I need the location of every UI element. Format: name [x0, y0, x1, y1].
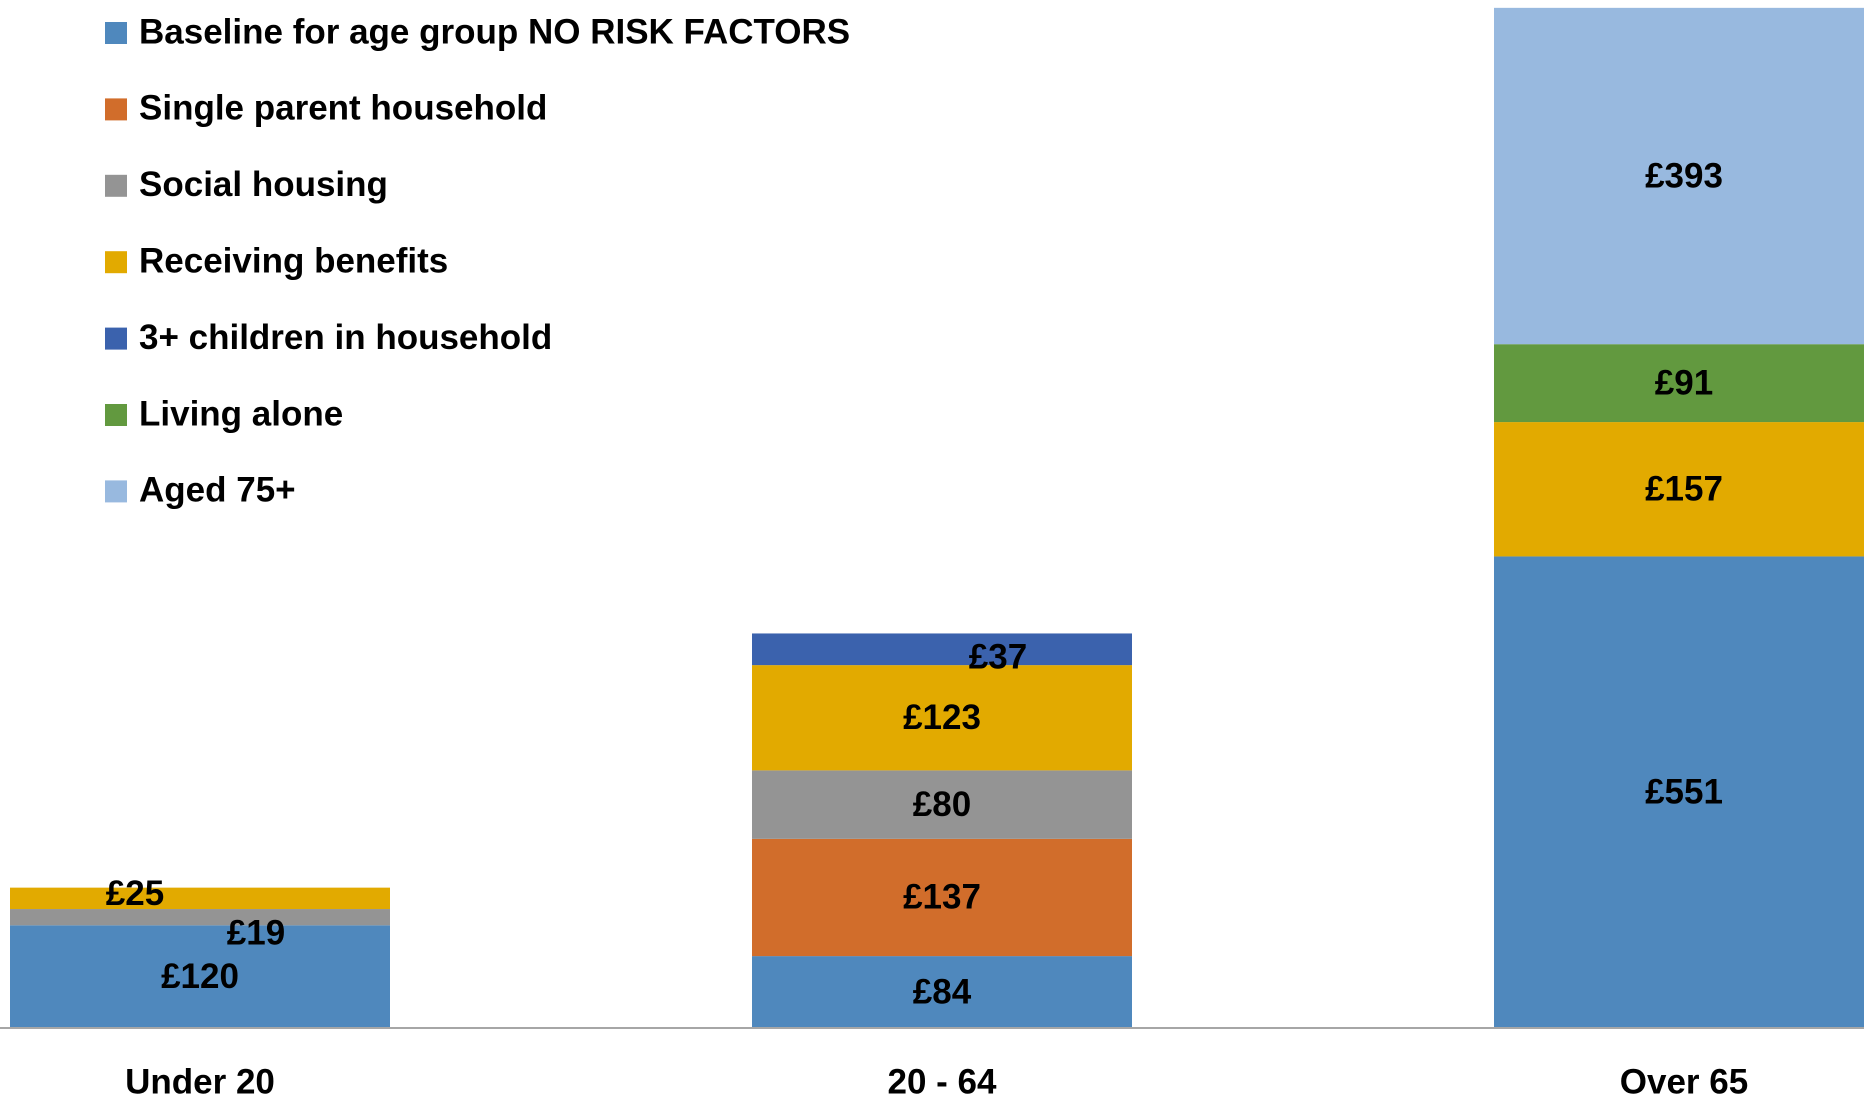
legend-label: Receiving benefits — [139, 241, 448, 280]
bar-segment — [752, 633, 1132, 666]
x-tick-label: Over 65 — [1620, 1062, 1748, 1101]
x-tick-label: 20 - 64 — [888, 1062, 997, 1101]
data-label: £120 — [161, 957, 239, 996]
legend-swatch — [105, 327, 127, 350]
data-label: £157 — [1645, 470, 1723, 509]
bar-segment — [1494, 422, 1864, 557]
legend-swatch — [105, 480, 127, 503]
bar-segment — [752, 838, 1132, 957]
data-label: £25 — [106, 874, 164, 913]
legend-swatch — [105, 174, 127, 197]
legend-label: Single parent household — [139, 89, 547, 128]
legend-swatch — [105, 404, 127, 426]
legend-label: Aged 75+ — [139, 471, 296, 510]
data-label: £393 — [1645, 156, 1723, 195]
data-label: £84 — [913, 972, 972, 1011]
bars — [10, 7, 1864, 1028]
bar-segment — [752, 665, 1132, 771]
bar-segment — [752, 956, 1132, 1028]
legend-label: 3+ children in household — [139, 318, 552, 357]
bar-segment — [10, 925, 390, 1028]
legend-swatch — [105, 22, 127, 44]
bar-segment — [1494, 556, 1864, 1028]
data-label: £123 — [903, 698, 981, 737]
legend-label: Baseline for age group NO RISK FACTORS — [139, 12, 850, 51]
legend-label: Living alone — [139, 394, 343, 433]
data-label: £91 — [1655, 363, 1713, 402]
data-label: £19 — [227, 913, 285, 952]
data-label: £37 — [969, 638, 1027, 677]
legend-label: Social housing — [139, 165, 388, 204]
bar-segment — [10, 909, 390, 926]
data-label: £80 — [913, 785, 971, 824]
legend-swatch — [105, 251, 127, 274]
x-tick-label: Under 20 — [125, 1062, 275, 1101]
bar-segment — [1494, 344, 1864, 423]
bar-segment — [1494, 7, 1864, 345]
data-label: £551 — [1645, 772, 1723, 811]
data-label: £137 — [903, 878, 981, 917]
bar-segment — [752, 770, 1132, 839]
bar-segment — [10, 887, 390, 910]
legend-swatch — [105, 98, 127, 121]
